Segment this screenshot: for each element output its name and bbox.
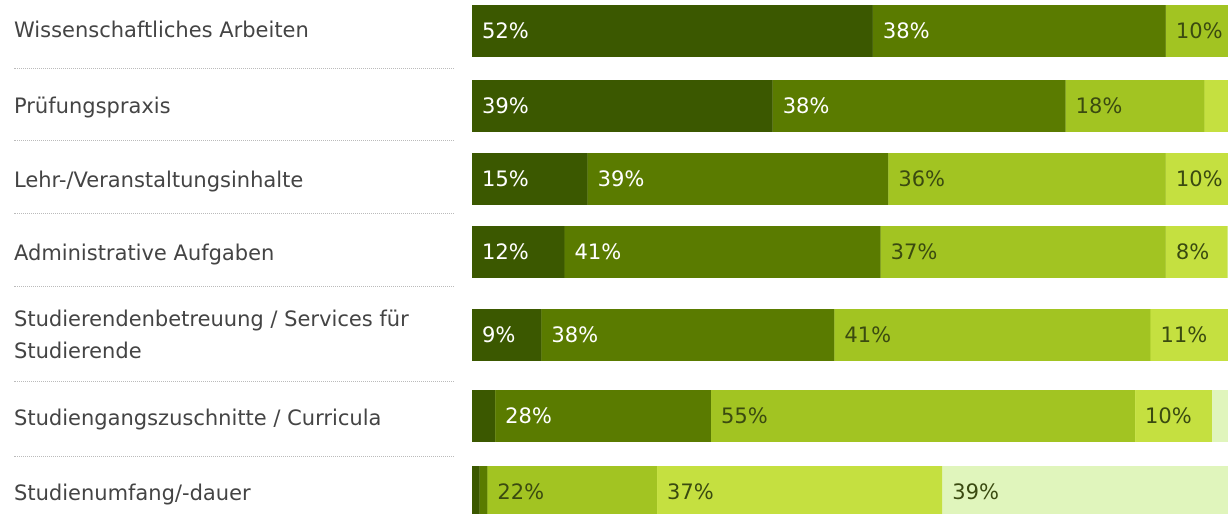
row-separator (14, 456, 454, 457)
bar-segment (472, 226, 565, 278)
bar-segment (472, 80, 773, 132)
bar-segment (1204, 80, 1228, 132)
value-label: 15% (482, 167, 529, 191)
bar-segment (495, 390, 712, 442)
bar-segment (942, 466, 1228, 514)
value-label: 38% (783, 94, 830, 118)
value-label: 11% (1160, 323, 1207, 347)
bar-segment (1165, 5, 1228, 57)
bar-segment (872, 5, 1166, 57)
bar-segment (880, 226, 1166, 278)
value-label: 39% (482, 94, 529, 118)
bar-segment (472, 390, 496, 442)
value-label: 10% (1176, 19, 1223, 43)
value-label: 8% (1176, 240, 1209, 264)
value-label: 41% (575, 240, 622, 264)
value-label: 38% (551, 323, 598, 347)
bar-segment (1165, 153, 1228, 205)
bar-segment (479, 466, 488, 514)
category-label: Studienumfang/-dauer (14, 481, 251, 505)
row-separator (14, 140, 454, 141)
bar-segment (541, 309, 835, 361)
row-separator (14, 213, 454, 214)
bar-segment (472, 309, 542, 361)
value-label: 41% (844, 323, 891, 347)
bar-segment (472, 466, 480, 514)
row-separator (14, 381, 454, 382)
bar-segment (1135, 390, 1213, 442)
bar-segment (888, 153, 1166, 205)
bar-segment (1150, 309, 1228, 361)
value-label: 39% (952, 480, 999, 504)
category-label: Administrative Aufgaben (14, 241, 275, 265)
value-label: 39% (598, 167, 645, 191)
bar-segment (657, 466, 943, 514)
row-separator (14, 286, 454, 287)
value-label: 10% (1176, 167, 1223, 191)
category-label: Lehr-/Veranstaltungsinhalte (14, 168, 304, 192)
bar-segment (472, 5, 873, 57)
category-label: Studiengangszuschnitte / Curricula (14, 406, 382, 430)
row-separator (14, 68, 454, 69)
bar-segment (487, 466, 658, 514)
value-label: 37% (891, 240, 938, 264)
category-label: Studierendenbetreuung / Services für Stu… (14, 307, 409, 363)
category-label: Prüfungspraxis (14, 94, 171, 118)
bar-segment (1212, 390, 1228, 442)
value-label: 18% (1076, 94, 1123, 118)
bar-segment (772, 80, 1066, 132)
value-label: 55% (721, 404, 768, 428)
value-label: 52% (482, 19, 529, 43)
value-label: 36% (898, 167, 945, 191)
category-label: Wissenschaftliches Arbeiten (14, 18, 309, 42)
value-label: 22% (497, 480, 544, 504)
value-label: 12% (482, 240, 529, 264)
bar-segment (1165, 226, 1228, 278)
value-label: 38% (883, 19, 930, 43)
value-label: 28% (505, 404, 552, 428)
bar-segment (587, 153, 889, 205)
value-label: 10% (1145, 404, 1192, 428)
bar-segment (564, 226, 881, 278)
bar-segment (711, 390, 1136, 442)
value-label: 9% (482, 323, 515, 347)
bar-segment (834, 309, 1151, 361)
bar-segment (472, 153, 588, 205)
value-label: 37% (667, 480, 714, 504)
bar-segment (1065, 80, 1205, 132)
